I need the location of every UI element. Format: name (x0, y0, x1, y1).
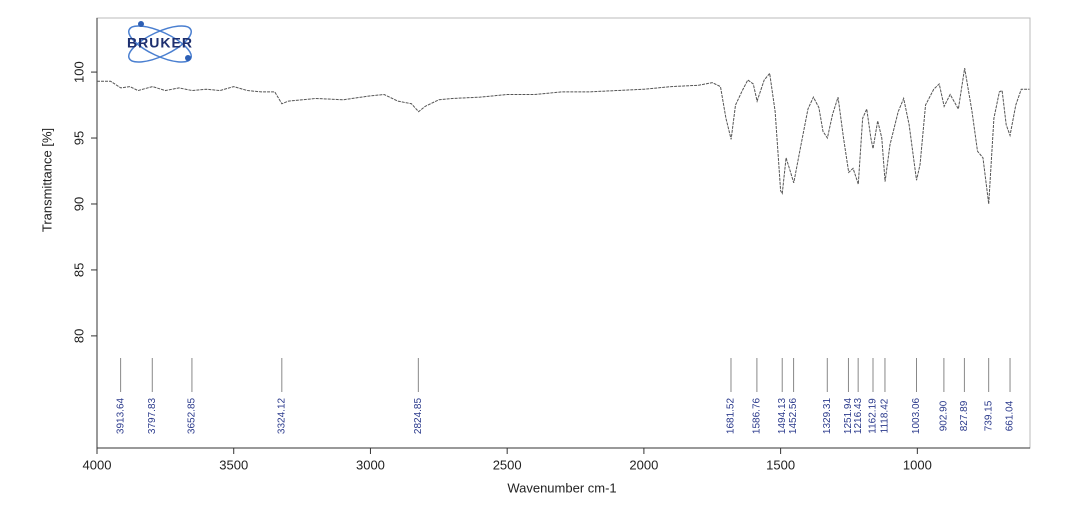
peak-label: 3652.85 (187, 397, 198, 434)
x-tick-label: 1500 (766, 457, 795, 472)
peak-label: 827.89 (959, 400, 970, 431)
peak-label: 1216.43 (853, 397, 864, 434)
logo-dot (185, 55, 191, 61)
peak-label: 1452.56 (788, 397, 799, 434)
peak-label: 1681.52 (726, 397, 737, 434)
y-tick-label: 80 (71, 329, 86, 343)
x-tick-label: 3000 (356, 457, 385, 472)
y-tick-label: 90 (71, 197, 86, 211)
x-tick-label: 1000 (903, 457, 932, 472)
peak-label: 1162.19 (868, 398, 879, 434)
peak-label: 1586.76 (752, 397, 763, 434)
x-tick-label: 2500 (493, 457, 522, 472)
logo-text: BRUKER (127, 35, 193, 51)
logo-dot (138, 21, 144, 27)
peak-label: 739.15 (983, 400, 994, 431)
y-axis-title: Transmittance [%] (39, 128, 54, 232)
peak-label: 3797.83 (147, 397, 158, 434)
x-axis-title: Wavenumber cm-1 (507, 480, 616, 495)
peak-label: 1118.42 (880, 398, 891, 433)
y-tick-label: 100 (71, 61, 86, 83)
peak-label: 1003.06 (911, 397, 922, 434)
peak-label: 2824.85 (413, 397, 424, 434)
peak-label: 1494.13 (777, 397, 788, 434)
y-tick-label: 95 (71, 131, 86, 145)
peak-label: 1329.31 (822, 397, 833, 434)
peak-label: 3324.12 (276, 397, 287, 434)
peak-label: 661.04 (1005, 400, 1016, 431)
peak-label: 902.90 (939, 400, 950, 431)
logo-orbit (128, 25, 192, 63)
x-tick-label: 2000 (629, 457, 658, 472)
x-tick-label: 4000 (83, 457, 112, 472)
x-tick-label: 3500 (219, 457, 248, 472)
peak-label: 1251.94 (843, 397, 854, 434)
y-tick-label: 85 (71, 263, 86, 277)
peak-label: 3913.64 (115, 397, 126, 434)
spectrum-line (97, 68, 1030, 205)
logo: BRUKER (127, 21, 193, 63)
